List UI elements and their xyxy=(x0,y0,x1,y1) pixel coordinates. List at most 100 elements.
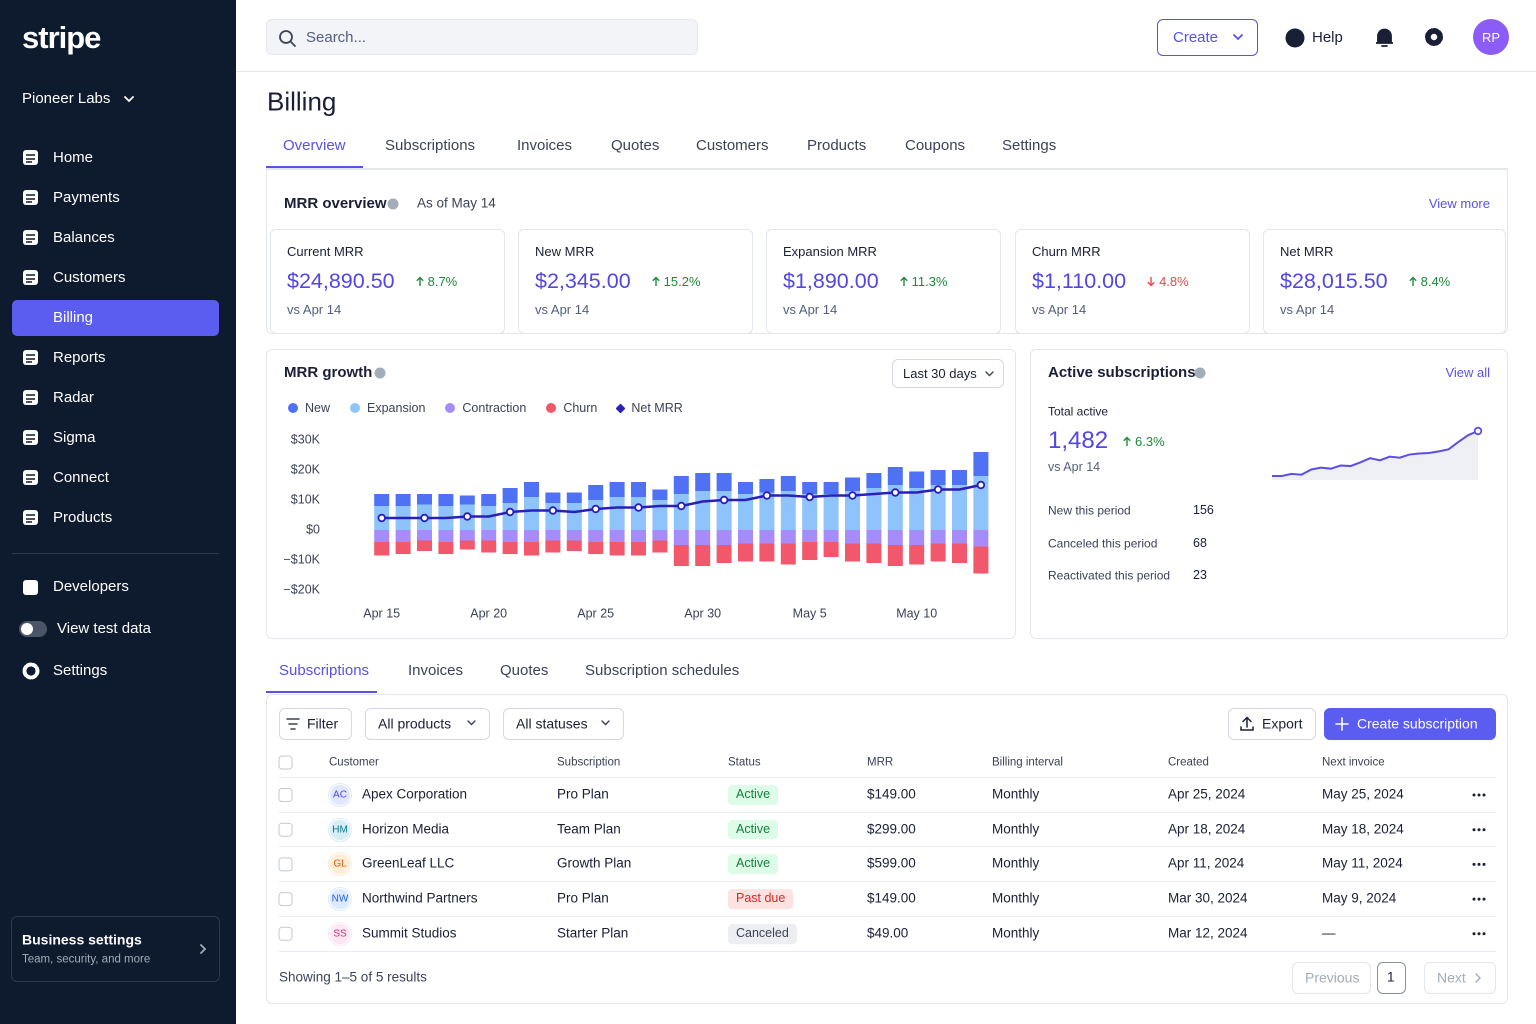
customer-name[interactable]: Northwind Partners xyxy=(362,890,478,906)
nav-item[interactable]: Customers xyxy=(53,268,126,286)
legend-swatch xyxy=(615,403,626,413)
next-button[interactable] xyxy=(1424,962,1496,994)
view-all-link[interactable]: View all xyxy=(1445,364,1490,380)
metric-card xyxy=(1015,229,1250,334)
help-link[interactable]: Help xyxy=(1312,28,1343,46)
status-badge: Active xyxy=(728,785,779,805)
cell-mrr: $149.00 xyxy=(867,890,916,906)
nav-settings[interactable]: Settings xyxy=(53,661,108,679)
legend-swatch xyxy=(288,403,298,413)
cell-mrr: $49.00 xyxy=(867,925,909,941)
change-value: 8.4% xyxy=(1420,273,1451,289)
nav-item[interactable]: Payments xyxy=(53,188,120,206)
page-tab[interactable]: Settings xyxy=(1002,136,1057,154)
cell-created: Apr 18, 2024 xyxy=(1168,821,1246,837)
page-tab[interactable]: Products xyxy=(807,136,867,154)
page-number-label: 1 xyxy=(1387,969,1395,985)
change-value: 6.3% xyxy=(1135,434,1165,449)
row-divider xyxy=(279,950,1496,952)
section-tab[interactable]: Subscription schedules xyxy=(585,661,740,679)
section-tab[interactable]: Quotes xyxy=(500,661,549,679)
metric-label: Churn MRR xyxy=(1032,243,1101,259)
metric-label: New MRR xyxy=(535,243,595,259)
nav-item[interactable]: Connect xyxy=(53,468,109,486)
arrow-shape xyxy=(415,276,424,286)
results-summary: Showing 1–5 of 5 results xyxy=(279,969,427,985)
change-indicator: 8.4% xyxy=(1408,273,1451,289)
metric-comparison: vs Apr 14 xyxy=(783,301,838,317)
page-tab[interactable]: Subscriptions xyxy=(385,136,476,154)
change-indicator: 11.3% xyxy=(899,274,948,289)
row-divider xyxy=(279,915,1496,917)
nav-active-bg xyxy=(12,300,219,336)
search-box[interactable] xyxy=(266,19,698,55)
page-tab[interactable]: Customers xyxy=(696,136,769,154)
arrow-shape xyxy=(1123,436,1131,446)
business-settings[interactable] xyxy=(11,916,220,982)
metric-card xyxy=(270,229,505,334)
page-title: Billing xyxy=(267,86,337,117)
metric-label: Expansion MRR xyxy=(783,243,877,259)
customer-name[interactable]: Summit Studios xyxy=(362,925,457,941)
nav-item[interactable]: Home xyxy=(53,148,94,166)
section-tab[interactable]: Subscriptions xyxy=(279,661,370,679)
page-tab[interactable]: Coupons xyxy=(905,136,966,154)
page-number[interactable] xyxy=(1377,962,1406,994)
cell-next: May 18, 2024 xyxy=(1322,821,1404,837)
page-tab[interactable]: Overview xyxy=(283,136,346,154)
view-more-link[interactable]: View more xyxy=(1428,195,1490,211)
page-tab[interactable]: Invoices xyxy=(517,136,573,154)
tab-underline xyxy=(266,691,377,693)
cell-interval: Monthly xyxy=(992,821,1040,837)
metric-value: $24,890.50 xyxy=(287,268,395,293)
nav-item[interactable]: Radar xyxy=(53,388,94,406)
test-data-toggle[interactable] xyxy=(19,621,47,637)
metric-comparison: vs Apr 14 xyxy=(287,301,342,317)
create-subscription-button[interactable] xyxy=(1324,708,1496,740)
cell-interval: Monthly xyxy=(992,890,1040,906)
previous-button[interactable] xyxy=(1292,962,1371,994)
avatar[interactable] xyxy=(1473,19,1509,55)
section-tab[interactable]: Invoices xyxy=(408,661,464,679)
stat-label: Canceled this period xyxy=(1048,535,1158,550)
change-value: 8.7% xyxy=(427,273,458,289)
create-label: Create xyxy=(1173,28,1219,46)
column-header: Status xyxy=(728,756,761,769)
nav-item[interactable]: Products xyxy=(53,508,113,526)
metric-comparison: vs Apr 14 xyxy=(535,301,590,317)
legend-item: New xyxy=(288,401,330,415)
cell-plan: Pro Plan xyxy=(557,890,609,906)
avatar-initials: GL xyxy=(333,858,347,870)
nav-item[interactable]: Balances xyxy=(53,228,115,246)
bell-icon xyxy=(1376,28,1393,47)
nav-item[interactable]: Billing xyxy=(53,308,94,326)
logo[interactable]: stripe xyxy=(22,19,101,55)
metric-label: Net MRR xyxy=(1280,243,1334,259)
create-subscription-label: Create subscription xyxy=(1357,715,1478,732)
export-label: Export xyxy=(1262,715,1303,732)
change-value: 11.3% xyxy=(911,273,948,289)
sidebar xyxy=(0,0,236,1024)
row-divider xyxy=(279,881,1496,883)
change-indicator: 4.8% xyxy=(1146,274,1189,289)
metric-label: Current MRR xyxy=(287,243,364,259)
nav-developers[interactable]: Developers xyxy=(53,577,129,595)
test-data-label: View test data xyxy=(57,619,151,637)
account-switcher[interactable]: Pioneer Labs xyxy=(22,89,111,107)
nav-item[interactable]: Sigma xyxy=(53,428,96,446)
gear-icon-hub xyxy=(1428,31,1440,43)
cell-created: Mar 30, 2024 xyxy=(1168,890,1248,906)
arrow-shape xyxy=(651,276,660,286)
cell-next: May 9, 2024 xyxy=(1322,890,1397,906)
trend-arrow xyxy=(1147,276,1155,286)
customer-name[interactable]: Horizon Media xyxy=(362,821,450,837)
metric-value: $2,345.00 xyxy=(535,268,631,293)
nav-item[interactable]: Reports xyxy=(53,348,106,366)
customer-name[interactable]: GreenLeaf LLC xyxy=(362,855,455,871)
customer-name[interactable]: Apex Corporation xyxy=(362,786,468,802)
legend-swatch xyxy=(445,403,456,413)
metric-card xyxy=(518,229,753,334)
metric-row: $2,345.00 15.2% xyxy=(535,267,701,295)
status-badge: Active xyxy=(728,819,779,840)
page-tab[interactable]: Quotes xyxy=(611,136,660,154)
